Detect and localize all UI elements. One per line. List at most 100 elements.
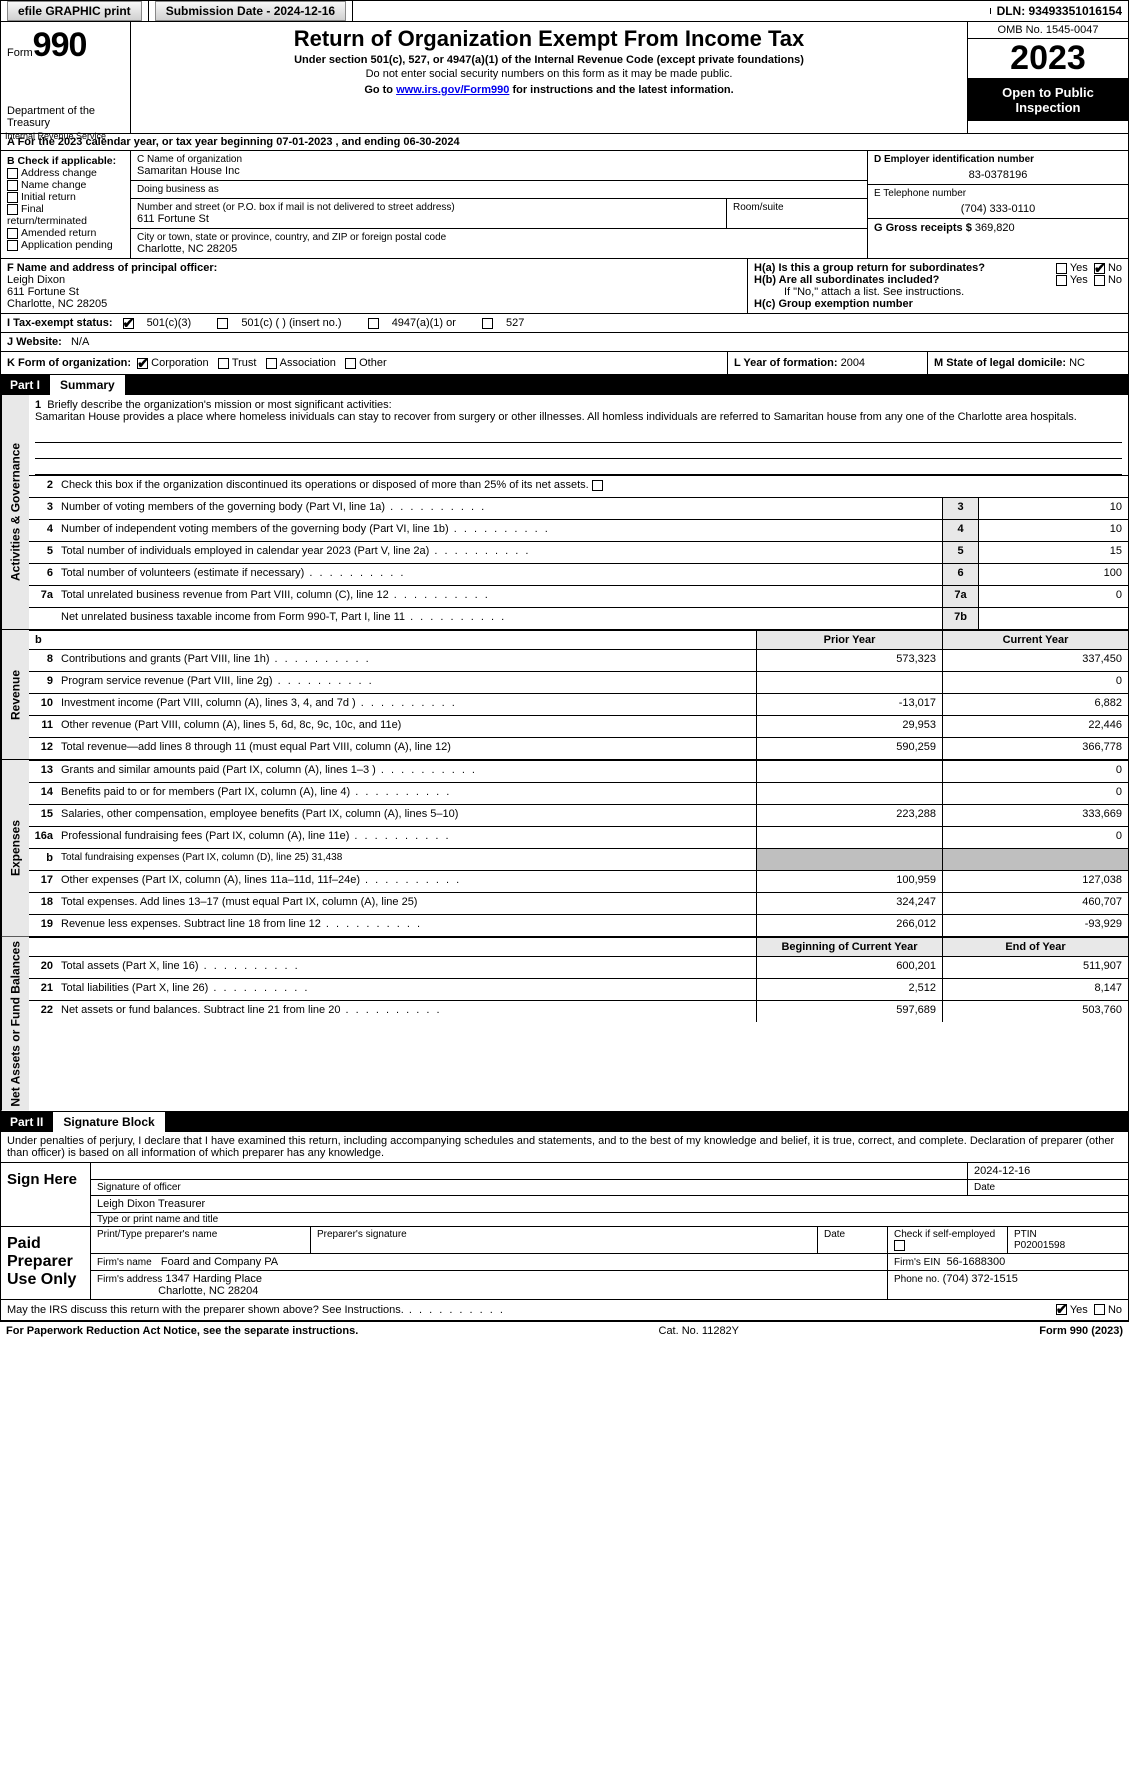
row-klm: K Form of organization: Corporation Trus… [0,352,1129,375]
exp-13-cy: 0 [942,761,1128,782]
chk-527[interactable] [482,318,493,329]
chk-hb-no[interactable] [1094,275,1105,286]
prep-name-label: Print/Type preparer's name [91,1227,311,1253]
mission-text: Samaritan House provides a place where h… [35,411,1077,423]
ssn-warning: Do not enter social security numbers on … [137,68,961,80]
prep-sig-label: Preparer's signature [311,1227,818,1253]
rev-12-cy: 366,778 [942,738,1128,759]
chk-corp[interactable] [137,358,148,369]
exp-18-py: 324,247 [756,893,942,914]
firm-ein: 56-1688300 [946,1256,1005,1268]
header-grid: B Check if applicable: Address change Na… [0,151,1129,259]
chk-initial-return[interactable] [7,192,18,203]
section-activities-governance: Activities & Governance 1 Briefly descri… [0,395,1129,630]
form-word: Form [7,47,33,59]
chk-trust[interactable] [218,358,229,369]
chk-self-employed[interactable] [894,1240,905,1251]
ptin-value: P02001598 [1014,1240,1065,1251]
phone-label: E Telephone number [874,188,1122,199]
gross-receipts-label: G Gross receipts $ [874,222,972,234]
officer-label: F Name and address of principal officer: [7,262,741,274]
sig-date: 2024-12-16 [968,1163,1128,1179]
chk-ha-yes[interactable] [1056,263,1067,274]
rev-10-cy: 6,882 [942,694,1128,715]
row-i-tax-status: I Tax-exempt status: 501(c)(3) 501(c) ( … [0,314,1129,333]
exp-18-cy: 460,707 [942,893,1128,914]
exp-14-py [756,783,942,804]
chk-501c[interactable] [217,318,228,329]
dept-treasury: Department of the Treasury [7,105,124,129]
chk-discuss-yes[interactable] [1056,1304,1067,1315]
hdr-current-year: Current Year [942,631,1128,649]
part1-header: Part I Summary [0,375,1129,395]
chk-application-pending[interactable] [7,240,18,251]
rev-12-py: 590,259 [756,738,942,759]
hdr-prior-year: Prior Year [756,631,942,649]
exp-19-cy: -93,929 [942,915,1128,936]
vtab-expenses: Expenses [1,760,29,936]
firm-addr2: Charlotte, NC 28204 [158,1285,258,1297]
form-title: Return of Organization Exempt From Incom… [137,26,961,52]
type-print-label: Type or print name and title [91,1213,1128,1226]
rev-8-cy: 337,450 [942,650,1128,671]
date-label: Date [968,1180,1128,1195]
form-subtitle: Under section 501(c), 527, or 4947(a)(1)… [137,54,961,66]
val-line7a: 0 [978,586,1128,607]
chk-final-return[interactable] [7,204,18,215]
exp-16a-cy: 0 [942,827,1128,848]
rev-9-py [756,672,942,693]
section-revenue: Revenue bPrior YearCurrent Year 8Contrib… [0,630,1129,760]
exp-16b-val: 31,438 [312,852,343,863]
sign-here-label: Sign Here [1,1163,91,1226]
gross-receipts-value: 369,820 [975,222,1015,234]
val-line7b [978,608,1128,629]
val-line6: 100 [978,564,1128,585]
ein-label: D Employer identification number [874,154,1122,165]
na-20-py: 600,201 [756,957,942,978]
open-public-badge: Open to Public Inspection [968,79,1128,121]
vtab-revenue: Revenue [1,630,29,759]
chk-amended-return[interactable] [7,228,18,239]
state-domicile: NC [1069,357,1085,369]
dba-label: Doing business as [137,184,861,195]
chk-ha-no[interactable] [1094,263,1105,274]
paid-preparer-label: Paid Preparer Use Only [1,1227,91,1299]
chk-address-change[interactable] [7,168,18,179]
org-name: Samaritan House Inc [137,165,861,177]
exp-13-py [756,761,942,782]
exp-16a-py [756,827,942,848]
discuss-row: May the IRS discuss this return with the… [0,1300,1129,1321]
chk-assoc[interactable] [266,358,277,369]
rev-11-py: 29,953 [756,716,942,737]
footer-paperwork: For Paperwork Reduction Act Notice, see … [0,1321,1129,1340]
vtab-net-assets: Net Assets or Fund Balances [1,937,29,1111]
street-value: 611 Fortune St [137,213,720,225]
exp-15-cy: 333,669 [942,805,1128,826]
row-j-website: J Website: N/A [0,333,1129,352]
exp-15-py: 223,288 [756,805,942,826]
chk-other[interactable] [345,358,356,369]
irs-link[interactable]: www.irs.gov/Form990 [396,84,509,96]
street-label: Number and street (or P.O. box if mail i… [137,202,720,213]
row-a-tax-year: A For the 2023 calendar year, or tax yea… [0,134,1129,151]
val-line5: 15 [978,542,1128,563]
chk-hb-yes[interactable] [1056,275,1067,286]
chk-discontinued[interactable] [592,480,603,491]
chk-501c3[interactable] [123,318,134,329]
chk-discuss-no[interactable] [1094,1304,1105,1315]
rev-11-cy: 22,446 [942,716,1128,737]
city-label: City or town, state or province, country… [137,232,861,243]
tax-year: 2023 [968,39,1128,79]
form-number: 990 [33,26,87,64]
prep-date-label: Date [818,1227,888,1253]
form-footer-label: Form 990 (2023) [1039,1325,1123,1337]
na-22-cy: 503,760 [942,1001,1128,1022]
officer-name-title: Leigh Dixon Treasurer [91,1196,1128,1212]
chk-4947[interactable] [368,318,379,329]
submission-date-button[interactable]: Submission Date - 2024-12-16 [155,1,346,21]
exp-17-cy: 127,038 [942,871,1128,892]
firm-phone: (704) 372-1515 [943,1273,1018,1285]
efile-button[interactable]: efile GRAPHIC print [7,1,142,21]
hb-note: If "No," attach a list. See instructions… [754,286,1122,298]
chk-name-change[interactable] [7,180,18,191]
